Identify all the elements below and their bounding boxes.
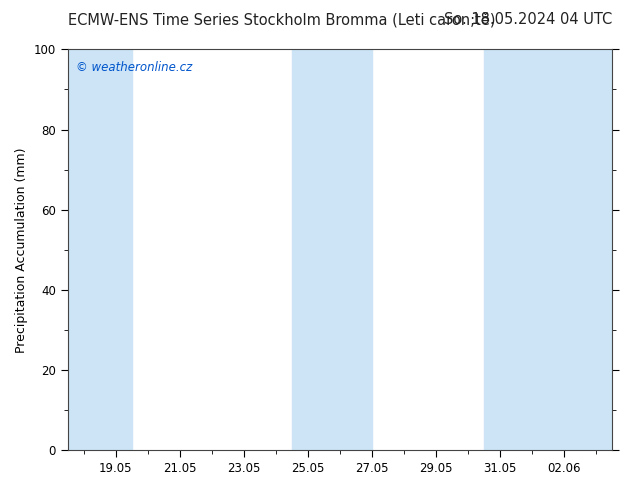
Text: © weatheronline.cz: © weatheronline.cz — [76, 61, 192, 74]
Bar — [292, 49, 372, 450]
Bar — [484, 49, 612, 450]
Y-axis label: Precipitation Accumulation (mm): Precipitation Accumulation (mm) — [15, 147, 28, 352]
Bar — [68, 49, 132, 450]
Text: So. 18.05.2024 04 UTC: So. 18.05.2024 04 UTC — [444, 12, 612, 27]
Text: ECMW-ENS Time Series Stockholm Bromma (Leti caron;tě): ECMW-ENS Time Series Stockholm Bromma (L… — [68, 12, 495, 28]
